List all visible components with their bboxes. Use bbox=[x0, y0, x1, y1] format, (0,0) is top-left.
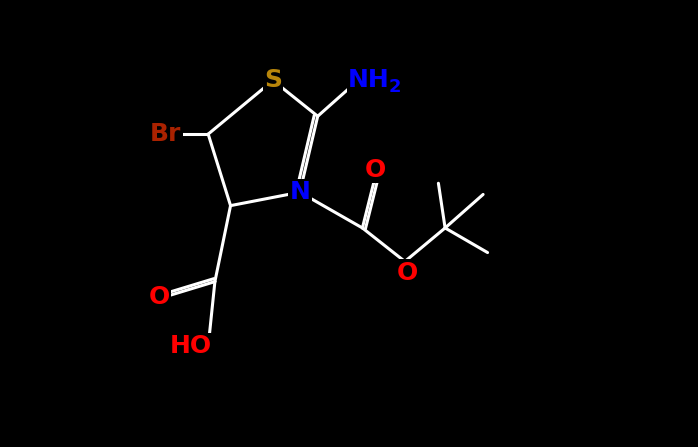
Text: O: O bbox=[149, 285, 170, 309]
Text: 2: 2 bbox=[388, 78, 401, 96]
Text: S: S bbox=[264, 68, 282, 93]
Text: N: N bbox=[290, 180, 311, 204]
Text: Br: Br bbox=[150, 122, 181, 146]
Text: O: O bbox=[365, 158, 387, 182]
Text: NH: NH bbox=[348, 68, 390, 93]
Text: HO: HO bbox=[169, 334, 211, 358]
Text: O: O bbox=[396, 261, 417, 285]
